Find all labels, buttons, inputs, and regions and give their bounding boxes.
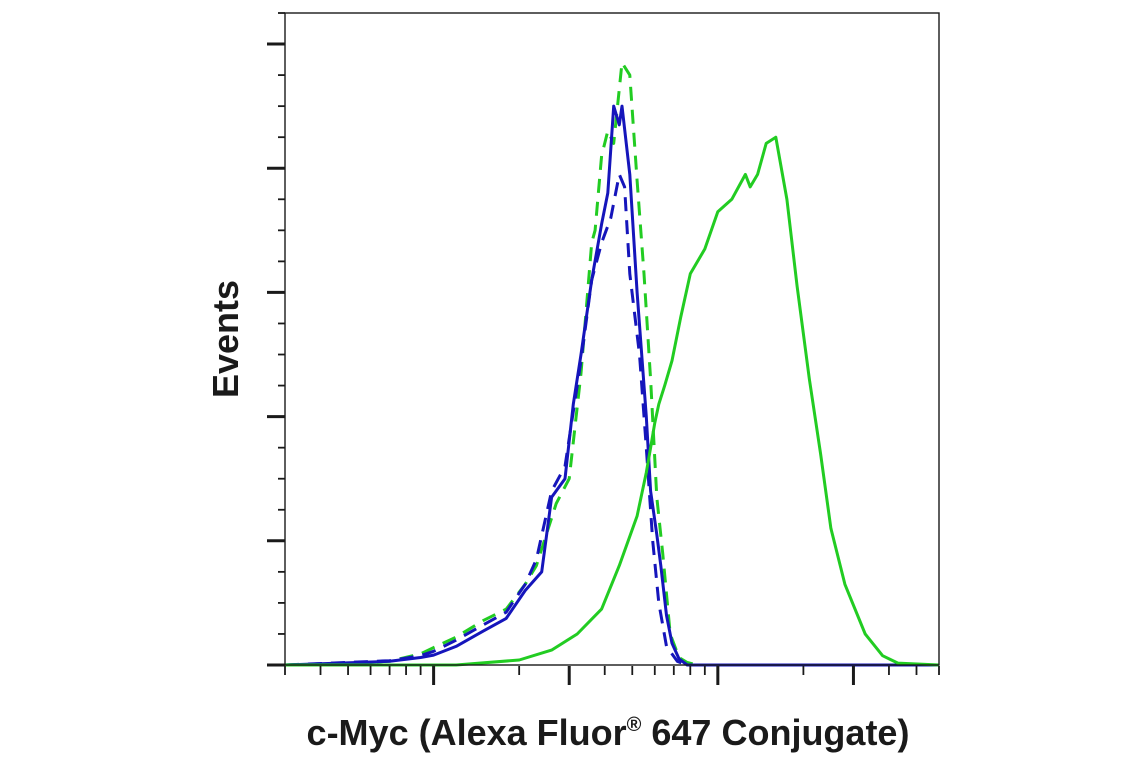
series-green-solid-line [285, 135, 940, 667]
curves-layer [284, 61, 940, 667]
x-axis-title-rest: 647 Conjugate) [641, 712, 909, 753]
x-axis-title-main: c-Myc (Alexa Fluor [307, 712, 627, 753]
y-axis-title: Events [205, 280, 246, 398]
registered-mark: ® [627, 714, 642, 736]
series-blue-solid-line [284, 104, 939, 667]
axis-ticks [267, 12, 940, 685]
series-blue-dashed-line [284, 172, 939, 667]
plot-frame [284, 12, 940, 666]
x-axis-title: c-Myc (Alexa Fluor® 647 Conjugate) [307, 712, 910, 753]
